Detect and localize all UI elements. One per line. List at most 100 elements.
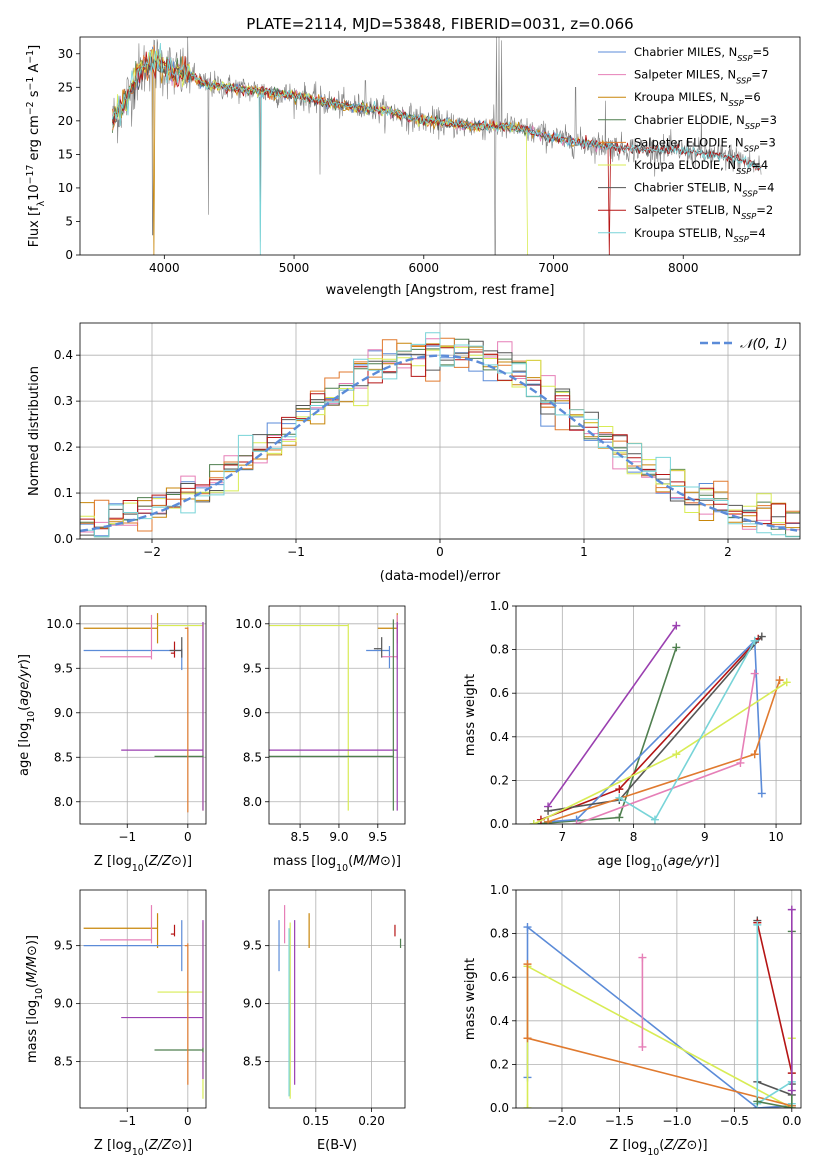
panel-residuals: −2 −1 0 1 2 0.0 0.1 0.2 0.3 0.4 𝒩(0, 1) (data-model… [27,322,801,584]
y-tick-label: 30 [58,47,73,61]
data-point-marker [750,750,759,759]
y-tick-label: 20 [58,114,73,128]
data-point-marker [757,789,766,798]
data-point-marker [615,813,624,822]
x-tick-label: 7000 [538,261,569,275]
x-axis-label: mass [log10(M/M⊙)] [273,854,401,874]
data-point-marker [638,1042,647,1051]
label-part: ( [17,706,32,711]
histogram-chabrier-stelib [80,340,800,536]
y-axis-label: mass weight [463,674,478,756]
label-part: Flux [f [27,206,42,247]
data-point-marker [529,820,538,824]
label-part: ( [144,1138,149,1153]
label-part: Z/Z⊙ [148,1138,182,1153]
data-point-marker [787,1086,796,1095]
panel-spectrum: 4000 5000 6000 7000 8000 0 5 10 15 20 25 30 Chabrier… [25,36,801,298]
y-tick-label: 0.2 [490,1057,509,1071]
y-axis-label: Normed distribution [27,366,42,496]
label-part: ( [663,854,668,869]
label-part: mass [log [273,854,336,869]
y-tick-label: 9.5 [243,661,262,675]
y-tick-label: 0.8 [490,643,509,657]
legend-label: Salpeter STELIB, NSSP=2 [634,203,773,221]
label-part: =2 [756,203,773,217]
x-tick-label: −2 [143,545,161,559]
legend-label: 𝒩(0, 1) [740,337,787,352]
y-tick-label: 8.5 [243,1055,262,1069]
page-title: PLATE=2114, MJD=53848, FIBERID=0031, z=0… [246,15,633,33]
y-tick-label: 0.8 [490,927,509,941]
y-tick-label: 10 [58,181,73,195]
plot-area-z-mass [83,905,204,1099]
x-tick-label: 9 [701,830,709,844]
y-tick-label: 0.2 [490,773,509,787]
x-tick-label: 9.0 [329,830,348,844]
x-tick-label: 10 [768,830,783,844]
data-point-marker [672,621,681,630]
frame-spectrum: 4000 5000 6000 7000 8000 0 5 10 15 20 25 30 [58,36,801,275]
axes-frame [79,605,207,825]
data-point-marker [750,669,759,678]
x-tick-label: 8 [630,830,638,844]
y-tick-label: 0 [65,248,73,262]
y-tick-label: 0.4 [54,348,73,362]
x-axis-label: Z [log10(Z/Z⊙)] [94,854,192,874]
label-part: 10 [132,863,144,874]
x-tick-label: −0.5 [720,1114,749,1128]
x-tick-label: 8000 [668,261,699,275]
legend-label: Kroupa ELODIE, NSSP=4 [634,158,768,176]
label-part: −1 [25,50,36,64]
label-part: ( [144,854,149,869]
data-point-marker [672,643,681,652]
data-point-marker [523,1034,532,1043]
label-part: Salpeter ELODIE, N [634,135,744,149]
label-part: )] [391,854,401,869]
y-tick-label: 9.0 [243,997,262,1011]
label-part: )] [17,654,32,664]
y-tick-label: 8.5 [54,750,73,764]
panel-z-age: −1 08.08.59.09.510.0Z [log10(Z/Z⊙)]age [l… [17,605,207,874]
mass-weight-line [547,625,677,808]
y-axis-label: mass [log10(M/M⊙)] [25,935,45,1063]
label-part: )] [709,854,719,869]
y-tick-label: 0.0 [490,1101,509,1115]
y-tick-label: 0.0 [490,817,509,831]
x-tick-label: 8.5 [291,830,310,844]
x-tick-label: −1.0 [662,1114,691,1128]
label-part: 10 [336,863,348,874]
label-part: SSP [744,143,759,153]
x-tick-label: 0.20 [358,1114,385,1128]
label-part: ( [348,854,353,869]
model-line-kroupa-stelib [112,42,762,255]
label-part: Chabrier STELIB, N [634,181,742,195]
y-tick-label: 8.5 [243,750,262,764]
panel-ebv-mass: 0.15 0.20 8.5 9.0 9.5 E(B-V) [243,889,406,1153]
axes-frame [268,605,406,825]
panel-z-massweight: −2.0 −1.5 −1.0 −0.5 0.0 0.0 0.2 0.4 0.6 0.8 1.0 Z [… [463,883,802,1158]
y-tick-label: 0.4 [490,730,509,744]
data-point-marker [523,960,532,969]
data-point-marker [544,806,553,815]
label-part: )] [697,1138,707,1153]
x-axis-label: Z [log10(Z/Z⊙)] [609,1138,707,1158]
legend-label: Chabrier STELIB, NSSP=4 [634,181,774,199]
data-point-marker [523,1104,532,1108]
y-tick-label: 8.0 [243,795,262,809]
label-part: M/M⊙ [353,854,391,869]
y-tick-label: 9.5 [243,939,262,953]
label-part: Z/Z⊙ [663,1138,697,1153]
frame-z-massweight: −2.0 −1.5 −1.0 −0.5 0.0 0.0 0.2 0.4 0.6 0.8 1.0 [490,883,802,1128]
x-tick-label: 1 [580,545,588,559]
y-tick-label: 9.0 [54,706,73,720]
label-part: 10 [647,1147,659,1158]
plot-area-z-age [83,613,204,813]
plot-area-residuals [80,332,800,538]
label-part: =5 [752,45,769,59]
y-tick-label: 9.5 [54,939,73,953]
label-part: A [27,64,42,77]
